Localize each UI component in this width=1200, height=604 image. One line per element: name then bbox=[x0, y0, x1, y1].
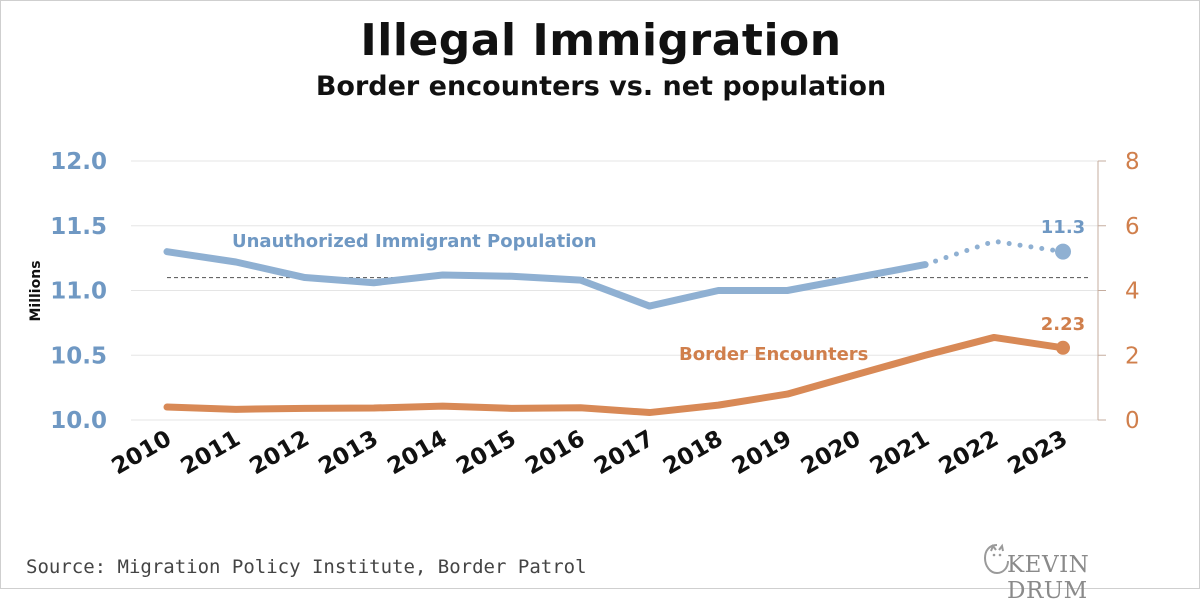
encounters-end-point bbox=[1056, 340, 1070, 355]
x-tick-label: 2020 bbox=[797, 426, 865, 481]
series-points bbox=[1055, 243, 1071, 355]
right-tick-label: 0 bbox=[1125, 408, 1140, 434]
population-projection-line bbox=[922, 238, 1066, 268]
population-series-label: Unauthorized Immigrant Population bbox=[232, 231, 597, 252]
x-tick-label: 2013 bbox=[314, 426, 382, 481]
left-tick-label: 10.5 bbox=[50, 343, 107, 369]
chart-title: Illegal Immigration bbox=[360, 15, 842, 66]
chart-subtitle: Border encounters vs. net population bbox=[315, 71, 887, 102]
x-tick-label: 2011 bbox=[176, 426, 244, 481]
source-note: Source: Migration Policy Institute, Bord… bbox=[26, 556, 587, 578]
right-tick-label: 6 bbox=[1125, 214, 1140, 240]
encounters-line bbox=[163, 333, 1067, 417]
x-tick-label: 2022 bbox=[935, 426, 1003, 481]
x-tick-label: 2015 bbox=[452, 426, 520, 481]
left-tick-label: 11.5 bbox=[50, 214, 107, 240]
left-tick-label: 11.0 bbox=[50, 279, 107, 305]
right-tick-label: 2 bbox=[1125, 343, 1140, 369]
cat-icon bbox=[983, 543, 1009, 575]
series-lines bbox=[163, 238, 1067, 417]
brand-logo: KEVIN DRUM bbox=[983, 543, 1167, 604]
encounters-end-label: 2.23 bbox=[1041, 314, 1085, 335]
x-axis-ticks: 2010 2011 2012 2013 2014 2015 2016 2017 2018 2019… bbox=[108, 426, 1072, 481]
right-tick-label: 4 bbox=[1125, 279, 1140, 305]
left-tick-label: 10.0 bbox=[50, 408, 107, 434]
x-tick-label: 2021 bbox=[866, 426, 934, 481]
left-axis-ticks: 10.0 10.5 11.0 11.5 12.0 bbox=[50, 149, 107, 434]
x-tick-label: 2023 bbox=[1004, 426, 1072, 481]
population-end-point bbox=[1055, 243, 1071, 260]
right-tick-label: 8 bbox=[1125, 149, 1140, 175]
x-tick-label: 2017 bbox=[590, 426, 658, 481]
left-tick-label: 12.0 bbox=[50, 149, 107, 175]
population-end-label: 11.3 bbox=[1041, 217, 1085, 238]
x-tick-label: 2010 bbox=[108, 426, 176, 481]
right-axis-ticks: 0 2 4 6 8 bbox=[1098, 149, 1140, 434]
encounters-series-label: Border Encounters bbox=[679, 344, 868, 365]
y-axis-label: Millions bbox=[28, 260, 44, 321]
x-tick-label: 2012 bbox=[245, 426, 313, 481]
population-line bbox=[163, 248, 929, 310]
x-tick-label: 2018 bbox=[659, 426, 727, 481]
brand-name: KEVIN DRUM bbox=[1007, 552, 1090, 604]
x-tick-label: 2014 bbox=[383, 426, 451, 481]
x-tick-label: 2019 bbox=[728, 426, 796, 481]
x-tick-label: 2016 bbox=[521, 426, 589, 481]
